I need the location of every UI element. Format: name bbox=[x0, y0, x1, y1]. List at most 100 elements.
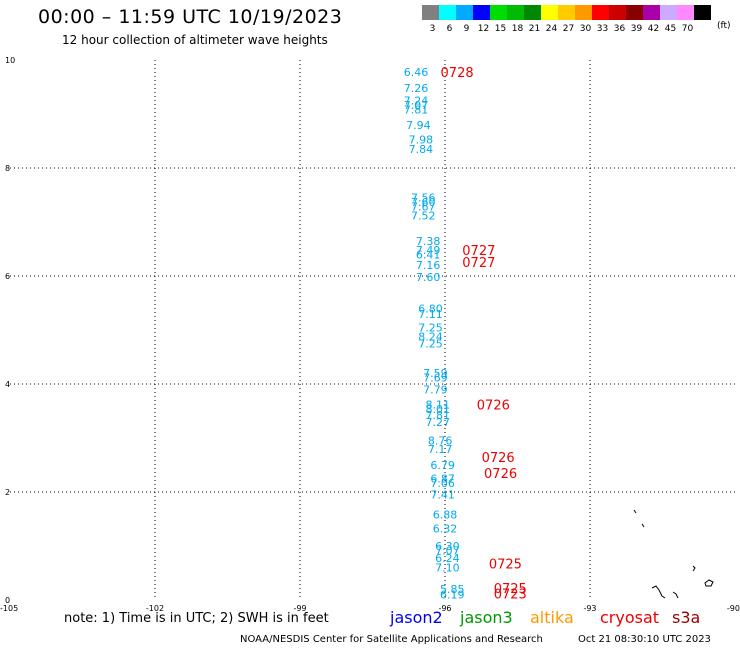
time-label: 0726 bbox=[484, 467, 517, 482]
axis-ticks: -105 -102 -99 -96 -93 -90 0 2 4 6 8 10 bbox=[0, 56, 740, 613]
time-label: 0727 bbox=[462, 256, 495, 271]
coastline-island bbox=[704, 579, 714, 587]
wave-height-label: 8.11 bbox=[426, 399, 451, 412]
y-tick-label: 8 bbox=[5, 164, 10, 173]
colorbar-label: 45 bbox=[665, 24, 676, 34]
colorbar-swatch bbox=[609, 5, 626, 20]
wave-height-label: 7.98 bbox=[409, 133, 434, 146]
coastline-marks bbox=[633, 509, 714, 599]
wave-height-label: 7.94 bbox=[406, 119, 431, 132]
wave-height-label: 5.85 bbox=[440, 583, 465, 596]
wave-height-label: 7.38 bbox=[416, 235, 441, 248]
wave-height-labels: 6.467.267.247.077.817.947.987.847.567.60… bbox=[404, 66, 465, 602]
colorbar-label: 30 bbox=[580, 24, 592, 34]
wave-height-label: 7.60 bbox=[411, 196, 436, 209]
wave-height-label: 7.07 bbox=[404, 99, 429, 112]
colorbar-label: 27 bbox=[563, 24, 574, 34]
wave-height-label: 8.24 bbox=[418, 330, 443, 343]
satellite-s3a: s3a bbox=[672, 608, 701, 627]
time-label: 0723 bbox=[494, 588, 527, 603]
footer-date: Oct 21 08:30:10 UTC 2023 bbox=[578, 634, 711, 645]
time-label: 0727 bbox=[462, 244, 495, 259]
x-tick-label: -99 bbox=[293, 604, 306, 613]
wave-height-label: 7.81 bbox=[404, 104, 429, 117]
colorbar-label: 9 bbox=[464, 24, 470, 34]
colorbar-swatch bbox=[439, 5, 456, 20]
x-tick-label: -105 bbox=[0, 604, 18, 613]
colorbar-swatch bbox=[473, 5, 490, 20]
x-tick-label: -102 bbox=[146, 604, 164, 613]
colorbar-label: 6 bbox=[447, 24, 453, 34]
coastline-fragment bbox=[651, 585, 666, 599]
wave-height-label: 7.06 bbox=[430, 477, 455, 490]
colorbar-legend: 3 6 9 12 15 18 21 24 27 30 33 36 39 42 45 70 bbox=[422, 5, 711, 34]
satellite-cryosat: cryosat bbox=[600, 608, 660, 627]
wave-height-label: 7.25 bbox=[418, 338, 443, 351]
wave-height-label: 7.81 bbox=[426, 409, 451, 422]
time-label: 0726 bbox=[482, 451, 515, 466]
y-tick-label: 10 bbox=[5, 56, 15, 65]
note-text: note: 1) Time is in UTC; 2) SWH is in fe… bbox=[64, 611, 329, 626]
wave-height-label: 6.19 bbox=[440, 589, 465, 602]
wave-height-label: 7.59 bbox=[423, 367, 448, 380]
colorbar-swatch bbox=[422, 5, 439, 20]
wave-height-label: 7.27 bbox=[426, 416, 451, 429]
wave-height-label: 7.24 bbox=[404, 95, 429, 108]
satellite-jason2: jason2 bbox=[390, 608, 443, 627]
wave-height-label: 7.17 bbox=[428, 443, 453, 456]
wave-height-label: 6.24 bbox=[435, 552, 460, 565]
colorbar-label: 36 bbox=[614, 24, 626, 34]
wave-height-label: 7.16 bbox=[416, 259, 441, 272]
coastline-fragment bbox=[633, 509, 637, 514]
wave-height-label: 7.79 bbox=[423, 383, 448, 396]
wave-height-label: 7.41 bbox=[430, 489, 455, 502]
colorbar-swatch bbox=[626, 5, 643, 20]
coastline-fragment bbox=[641, 523, 645, 528]
wave-height-label: 7.11 bbox=[418, 308, 443, 321]
wave-height-label: 6.41 bbox=[416, 248, 441, 261]
wave-height-label: 7.60 bbox=[416, 271, 441, 284]
colorbar-swatch bbox=[575, 5, 592, 20]
wave-height-label: 6.46 bbox=[404, 66, 429, 79]
wave-height-label: 7.67 bbox=[411, 200, 436, 213]
wave-height-label: 6.30 bbox=[435, 540, 460, 553]
colorbar-swatch bbox=[490, 5, 507, 20]
wave-height-label: 6.32 bbox=[433, 523, 458, 536]
wave-height-label: 6.87 bbox=[430, 473, 455, 486]
colorbar-swatch bbox=[694, 5, 711, 20]
colorbar-label: 42 bbox=[648, 24, 659, 34]
y-tick-label: 2 bbox=[5, 488, 10, 497]
wave-height-label: 7.84 bbox=[409, 143, 434, 156]
y-tick-label: 6 bbox=[5, 272, 10, 281]
page-subtitle: 12 hour collection of altimeter wave hei… bbox=[62, 33, 328, 47]
wave-height-label: 6.79 bbox=[430, 459, 455, 472]
colorbar-swatch bbox=[660, 5, 677, 20]
colorbar-unit: (ft) bbox=[717, 21, 731, 31]
wave-height-label: 7.52 bbox=[411, 210, 436, 223]
colorbar-swatch bbox=[592, 5, 609, 20]
colorbar-swatch bbox=[558, 5, 575, 20]
wave-height-label: 8.76 bbox=[428, 435, 453, 448]
wave-height-label: 7.69 bbox=[423, 372, 448, 385]
wave-height-label: 7.25 bbox=[418, 321, 443, 334]
colorbar-swatch bbox=[541, 5, 558, 20]
colorbar-label: 3 bbox=[430, 24, 436, 34]
colorbar-swatch bbox=[524, 5, 541, 20]
wave-height-label: 6.88 bbox=[433, 509, 458, 522]
x-tick-label: -93 bbox=[583, 604, 596, 613]
wave-height-label: 7.49 bbox=[416, 244, 441, 257]
coastline-fragment bbox=[672, 591, 679, 599]
time-label: 0726 bbox=[477, 399, 510, 414]
colorbar-label: 18 bbox=[512, 24, 524, 34]
colorbar-label: 39 bbox=[631, 24, 643, 34]
satellite-altika: altika bbox=[530, 608, 574, 627]
x-tick-label: -90 bbox=[727, 604, 740, 613]
colorbar-swatch bbox=[456, 5, 473, 20]
colorbar-label: 15 bbox=[495, 24, 506, 34]
x-tick-label: -96 bbox=[438, 604, 451, 613]
colorbar-swatch bbox=[507, 5, 524, 20]
colorbar-label: 70 bbox=[682, 24, 694, 34]
coastline-island bbox=[692, 565, 696, 572]
